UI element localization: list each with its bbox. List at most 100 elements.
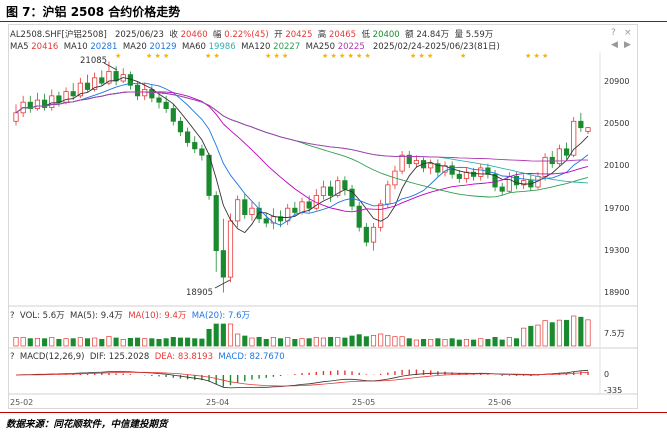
candle-body [521, 180, 527, 186]
volume-bar [456, 339, 462, 347]
price-tick: 20500 [604, 119, 630, 128]
volume-bar [435, 338, 441, 347]
candle-body [84, 82, 91, 90]
candle-body [277, 216, 284, 222]
volume-bar [235, 333, 241, 347]
candle-body [177, 120, 184, 133]
volume-bar [421, 338, 427, 347]
macd-tick: 0 [604, 370, 610, 379]
volume-bar [349, 335, 355, 347]
candle-body [456, 173, 462, 179]
svg-text:★ ★ ★: ★ ★ ★ [410, 52, 433, 60]
volume-bar [542, 320, 548, 347]
volume-bar [563, 319, 570, 347]
volume-bar [363, 336, 369, 347]
scroll-right-icon[interactable]: ▶ [624, 40, 631, 50]
quote-date: 2025/06/23 [114, 30, 164, 40]
candle-body [342, 180, 348, 190]
volume-bar [34, 337, 41, 347]
volume-bar [471, 339, 477, 347]
volume-bar [163, 338, 169, 347]
candle-body [13, 112, 19, 122]
ma120-line [15, 91, 589, 184]
volume-bar [149, 338, 155, 347]
volume-bar [585, 319, 591, 347]
vol-ma10-label: MA(10): 9.4万 [128, 311, 187, 321]
svg-text:★ ★ ★: ★ ★ ★ [265, 52, 288, 60]
candle-body [492, 173, 498, 188]
volume-bar [106, 336, 112, 347]
candle-body [34, 99, 41, 109]
volume-help-icon[interactable]: ? [10, 311, 15, 321]
volume-bar [413, 339, 419, 347]
high-annotation [103, 62, 118, 71]
volume-bar [335, 336, 341, 347]
candle-body [27, 101, 33, 109]
ma60-value: 19986 [208, 42, 236, 52]
volume-bar [320, 337, 327, 347]
x-tick: 25-06 [488, 398, 512, 407]
candle-body [156, 97, 162, 103]
volume-bar [463, 338, 470, 347]
volume-bar [20, 336, 26, 347]
candle-body [242, 199, 248, 215]
candle-body [199, 148, 205, 156]
volume-bar [177, 337, 184, 347]
candle-body [585, 127, 591, 132]
candle-body [470, 171, 477, 177]
volume-bar [242, 335, 248, 347]
candle-body [49, 95, 55, 108]
close-icon[interactable]: × [624, 28, 632, 38]
price-tick: 18900 [604, 288, 630, 297]
change-value: 0.22%(45) [224, 30, 269, 40]
open-label: 开 [274, 30, 283, 40]
ma60-label: MA60 [181, 42, 206, 52]
date-range: 2025/02/24-2025/06/23(81日) [372, 42, 500, 52]
close-value: 20460 [180, 30, 208, 40]
volume-label: 量 [454, 30, 464, 40]
x-tick: 25-04 [206, 398, 230, 407]
candle-body [263, 218, 269, 224]
high-label: 高 [317, 30, 327, 40]
volume-bar [521, 327, 527, 347]
volume-bar [56, 338, 62, 347]
volume-bar [306, 338, 312, 347]
volume-bar [556, 319, 562, 347]
volume-bar [256, 336, 262, 347]
volume-bar [77, 337, 83, 347]
macd-series [15, 369, 589, 389]
x-tick: 25-02 [10, 398, 34, 407]
volume-bar [578, 316, 584, 347]
candle-body [335, 180, 341, 196]
volume-bar [170, 336, 176, 347]
vol-ma20-label: MA(20): 7.6万 [191, 311, 250, 321]
candle-body [99, 77, 105, 84]
candle-body [413, 160, 420, 165]
candle-body [235, 199, 241, 222]
candle-body [106, 71, 112, 84]
ma120-label: MA120 [241, 42, 271, 52]
svg-text:★ ★ ★: ★ ★ ★ [525, 52, 548, 60]
volume-bar [535, 324, 541, 347]
volume-bar [49, 336, 55, 347]
candle-body [306, 201, 312, 209]
volume-bar [220, 323, 226, 347]
macd-title: MACD(12,26,9) [19, 352, 85, 362]
volume-bar [399, 336, 405, 347]
figure-title-bar: 图 7：沪铝 2508 合约价格走势 [0, 0, 667, 22]
candle-body [42, 99, 48, 108]
scroll-left-icon[interactable]: ◀ [611, 40, 618, 50]
change-label: 幅 [213, 30, 222, 40]
candle-body [428, 163, 434, 169]
volume-bar [127, 337, 133, 347]
volume-bar [328, 336, 334, 347]
volume-bar [285, 336, 291, 347]
help-icon[interactable]: ? [611, 28, 616, 38]
svg-text:★ ★ ★ ★ ★ ★: ★ ★ ★ ★ ★ ★ [322, 52, 371, 60]
macd-help-icon[interactable]: ? [10, 352, 15, 362]
volume-bars [13, 315, 591, 347]
volume-bar [192, 338, 198, 347]
ma10-label: MA10 [63, 42, 88, 52]
ma5-value: 20416 [31, 42, 59, 52]
candle-body [542, 156, 548, 177]
